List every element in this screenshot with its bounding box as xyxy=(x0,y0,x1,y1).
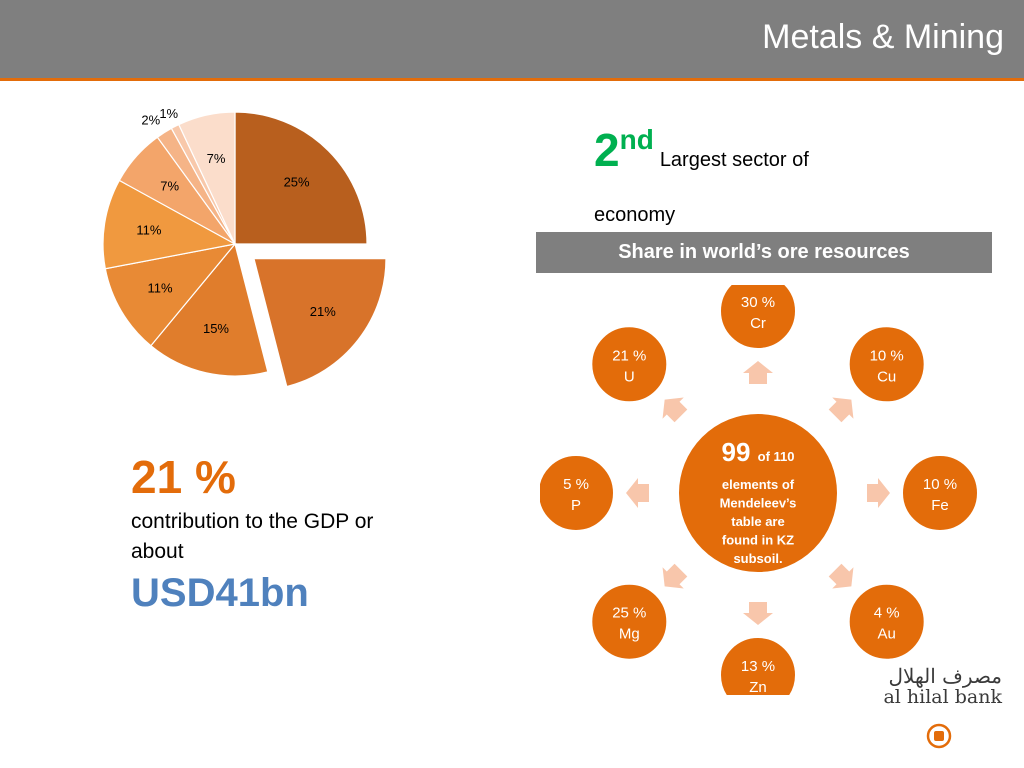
element-node xyxy=(847,325,926,404)
center-headline: 99 of 110 xyxy=(721,437,794,467)
element-symbol: Au xyxy=(878,626,896,643)
element-symbol: Mg xyxy=(619,626,640,643)
elements-cycle-diagram: 99 of 110 elements of Mendeleev’s table are… xyxy=(540,285,979,695)
pie-data-label: 11% xyxy=(147,280,172,295)
pie-data-label: 1% xyxy=(159,106,178,121)
pie-data-label: 21% xyxy=(310,304,336,319)
element-share: 4 % xyxy=(874,605,900,622)
element-symbol: Cr xyxy=(750,315,766,332)
sector-rank: 2ndLargest sector of economy xyxy=(594,106,894,235)
pie-slice xyxy=(150,242,269,377)
pie-chart: 25% 21% 15% 11% 11% 7% 2% 1% 7% xyxy=(102,106,387,388)
gdp-block: 21 % contribution to the GDP or about US… xyxy=(131,452,391,617)
logo-english: al hilal bank xyxy=(883,686,1002,708)
logo-mark-icon xyxy=(926,723,952,749)
elements-count: 99 xyxy=(721,437,757,467)
element-share: 30 % xyxy=(741,294,775,311)
center-text-line: Mendeleev’s xyxy=(720,496,797,511)
rank-suffix: nd xyxy=(619,124,654,155)
pie-slice xyxy=(104,243,237,347)
pie-data-label: 15% xyxy=(203,321,229,336)
pie-slice xyxy=(177,111,236,245)
share-title-bar: Share in world’s ore resources xyxy=(536,232,992,273)
elements-of-total: of 110 xyxy=(758,449,795,464)
pie-data-label: 11% xyxy=(136,222,161,237)
element-share: 13 % xyxy=(741,658,775,675)
center-text-line: subsoil. xyxy=(733,551,782,566)
element-share: 21 % xyxy=(612,347,646,364)
cycle-arrow xyxy=(662,563,688,589)
pie-data-label: 7% xyxy=(207,151,226,166)
element-share: 10 % xyxy=(923,476,957,493)
rank-number: 2 xyxy=(594,124,620,176)
gdp-description: contribution to the GDP or about xyxy=(131,509,374,564)
element-symbol: Fe xyxy=(931,497,949,514)
page-title: Metals & Mining xyxy=(762,18,1004,56)
pie-data-label: 25% xyxy=(284,174,310,189)
center-circle xyxy=(677,412,839,574)
header-bar: Metals & Mining xyxy=(0,0,1024,81)
element-symbol: Cu xyxy=(877,368,896,385)
element-node xyxy=(590,582,669,661)
element-node xyxy=(901,454,979,532)
element-node xyxy=(590,325,669,404)
element-share: 10 % xyxy=(870,347,904,364)
logo-arabic: مصرف الهلال xyxy=(888,664,1002,688)
cycle-arrow xyxy=(743,602,773,625)
element-node xyxy=(719,285,797,350)
pie-slice xyxy=(234,111,368,245)
element-share: 5 % xyxy=(563,476,589,493)
cycle-arrow xyxy=(662,397,688,423)
gdp-usd-value: USD41bn xyxy=(131,571,309,616)
rank-text: Largest sector of economy xyxy=(594,149,809,226)
pie-slice xyxy=(253,258,387,388)
element-symbol: Zn xyxy=(749,679,767,695)
cycle-arrow xyxy=(867,478,890,508)
pie-data-label: 7% xyxy=(160,178,179,193)
element-symbol: P xyxy=(571,497,581,514)
center-text-line: found in KZ xyxy=(722,533,794,548)
center-text-line: elements of xyxy=(722,477,795,492)
element-node xyxy=(847,582,926,661)
element-node xyxy=(719,636,797,695)
cycle-arrow xyxy=(828,563,854,589)
pie-data-label: 2% xyxy=(141,113,160,128)
element-symbol: U xyxy=(624,368,635,385)
cycle-arrow xyxy=(743,361,773,384)
cycle-arrow xyxy=(626,478,649,508)
cycle-arrow xyxy=(828,397,854,423)
gdp-percent: 21 % xyxy=(131,451,236,503)
pie-slice xyxy=(102,179,237,270)
element-node xyxy=(540,454,615,532)
bank-logo: مصرف الهلال al hilal bank xyxy=(883,665,1002,708)
center-text-line: table are xyxy=(731,514,784,529)
element-share: 25 % xyxy=(612,605,646,622)
